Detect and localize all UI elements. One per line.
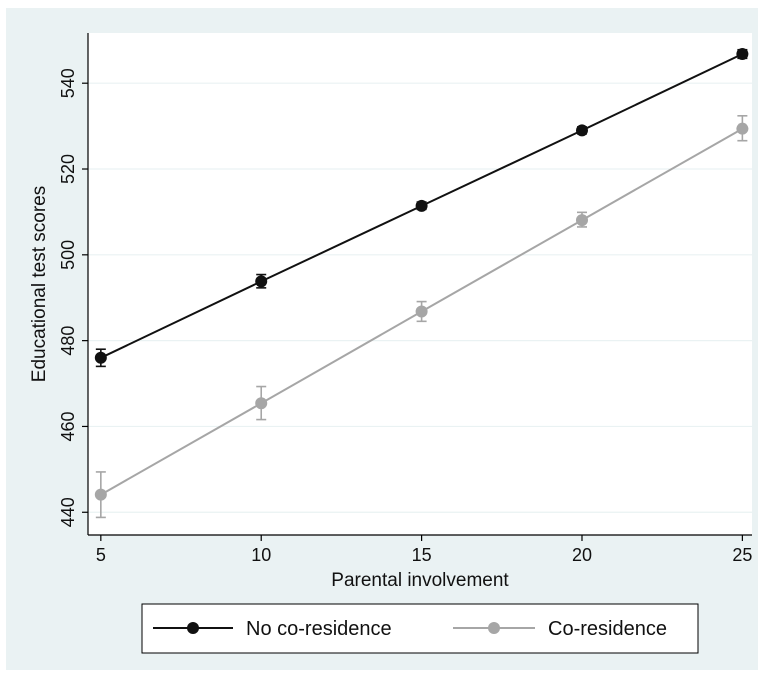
data-point-no-co-residence-10 bbox=[255, 275, 268, 288]
x-tick-label-20: 20 bbox=[572, 545, 592, 565]
x-tick-label-25: 25 bbox=[732, 545, 752, 565]
y-tick-label-480: 480 bbox=[58, 326, 78, 356]
legend-marker-co-residence bbox=[488, 622, 500, 634]
x-tick-label-10: 10 bbox=[251, 545, 271, 565]
plot-area bbox=[88, 33, 752, 535]
data-point-co-residence-20 bbox=[575, 214, 588, 227]
y-tick-label-520: 520 bbox=[58, 154, 78, 184]
data-point-co-residence-5 bbox=[94, 488, 107, 501]
axis-ticks: 440 460 480 500 520 540 5 10 15 20 25 bbox=[58, 68, 752, 565]
x-tick-label-15: 15 bbox=[412, 545, 432, 565]
x-tick-label-5: 5 bbox=[96, 545, 106, 565]
legend-marker-no-co-residence bbox=[187, 622, 199, 634]
legend-box bbox=[141, 603, 699, 654]
data-point-no-co-residence-25 bbox=[736, 48, 749, 61]
legend-label-no-co-residence: No co-residence bbox=[246, 618, 392, 640]
series-no-co-residence bbox=[94, 48, 749, 368]
data-point-co-residence-10 bbox=[255, 397, 268, 410]
y-axis-title: Educational test scores bbox=[29, 186, 50, 382]
y-tick-label-500: 500 bbox=[58, 240, 78, 270]
legend: No co-residence Co-residence bbox=[141, 603, 699, 654]
x-axis-title: Parental involvement bbox=[331, 570, 509, 591]
y-tick-label-440: 440 bbox=[58, 497, 78, 527]
legend-label-co-residence: Co-residence bbox=[548, 618, 667, 640]
data-point-no-co-residence-20 bbox=[575, 124, 588, 137]
data-point-co-residence-25 bbox=[736, 122, 749, 135]
data-point-co-residence-15 bbox=[415, 305, 428, 318]
gridlines bbox=[88, 82, 752, 513]
series-layer bbox=[94, 48, 749, 519]
data-point-no-co-residence-15 bbox=[415, 199, 428, 212]
y-tick-label-460: 460 bbox=[58, 411, 78, 441]
data-point-no-co-residence-5 bbox=[94, 351, 107, 364]
series-co-residence bbox=[94, 115, 749, 519]
y-tick-label-540: 540 bbox=[58, 68, 78, 98]
